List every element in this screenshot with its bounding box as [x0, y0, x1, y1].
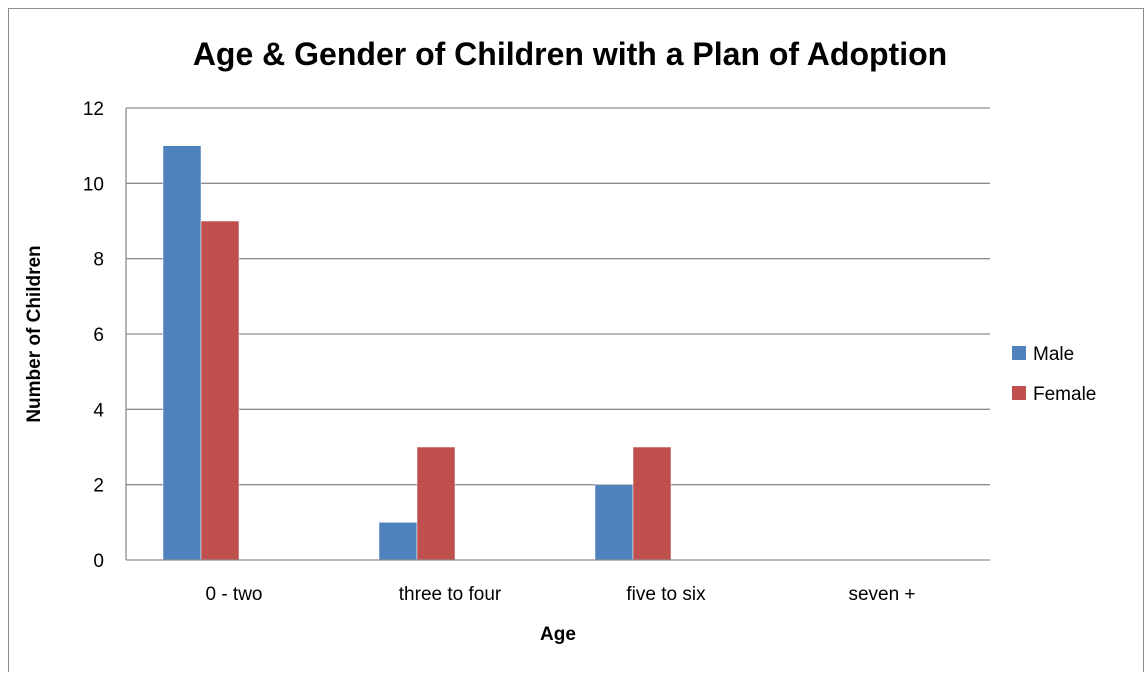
- legend-label-female: Female: [1033, 384, 1096, 405]
- y-tick-label: 6: [93, 325, 104, 346]
- bar-female-0: [200, 220, 240, 561]
- bar-female-1: [416, 446, 456, 561]
- y-tick-label: 12: [83, 99, 104, 120]
- legend: Male Female: [1012, 344, 1096, 405]
- y-tick-label: 0: [93, 551, 104, 572]
- y-axis-title: Number of Children: [24, 245, 45, 422]
- gridlines: [126, 107, 990, 486]
- legend-label-male: Male: [1033, 344, 1074, 365]
- chart-title: Age & Gender of Children with a Plan of …: [193, 36, 947, 72]
- x-tick-label: 0 - two: [205, 584, 262, 605]
- bar-male-2: [594, 484, 634, 561]
- y-tick-label: 4: [93, 400, 104, 421]
- chart-frame: [8, 8, 1144, 672]
- y-tick-label: 2: [93, 476, 104, 497]
- y-tick-label: 8: [93, 250, 104, 271]
- bars: [162, 145, 672, 561]
- y-tick-label: 10: [83, 174, 104, 195]
- x-tick-labels: 0 - two three to four five to six seven +: [205, 584, 915, 605]
- x-tick-label: seven +: [848, 584, 915, 605]
- bar-male-1: [378, 522, 418, 561]
- x-tick-label: three to four: [399, 584, 502, 605]
- y-tick-labels: 0 2 4 6 8 10 12: [83, 99, 105, 572]
- x-axis-title: Age: [540, 624, 576, 645]
- bar-female-2: [632, 446, 672, 561]
- legend-swatch-female: [1012, 386, 1026, 400]
- legend-swatch-male: [1012, 346, 1026, 360]
- bar-male-0: [162, 145, 202, 561]
- x-tick-label: five to six: [626, 584, 706, 605]
